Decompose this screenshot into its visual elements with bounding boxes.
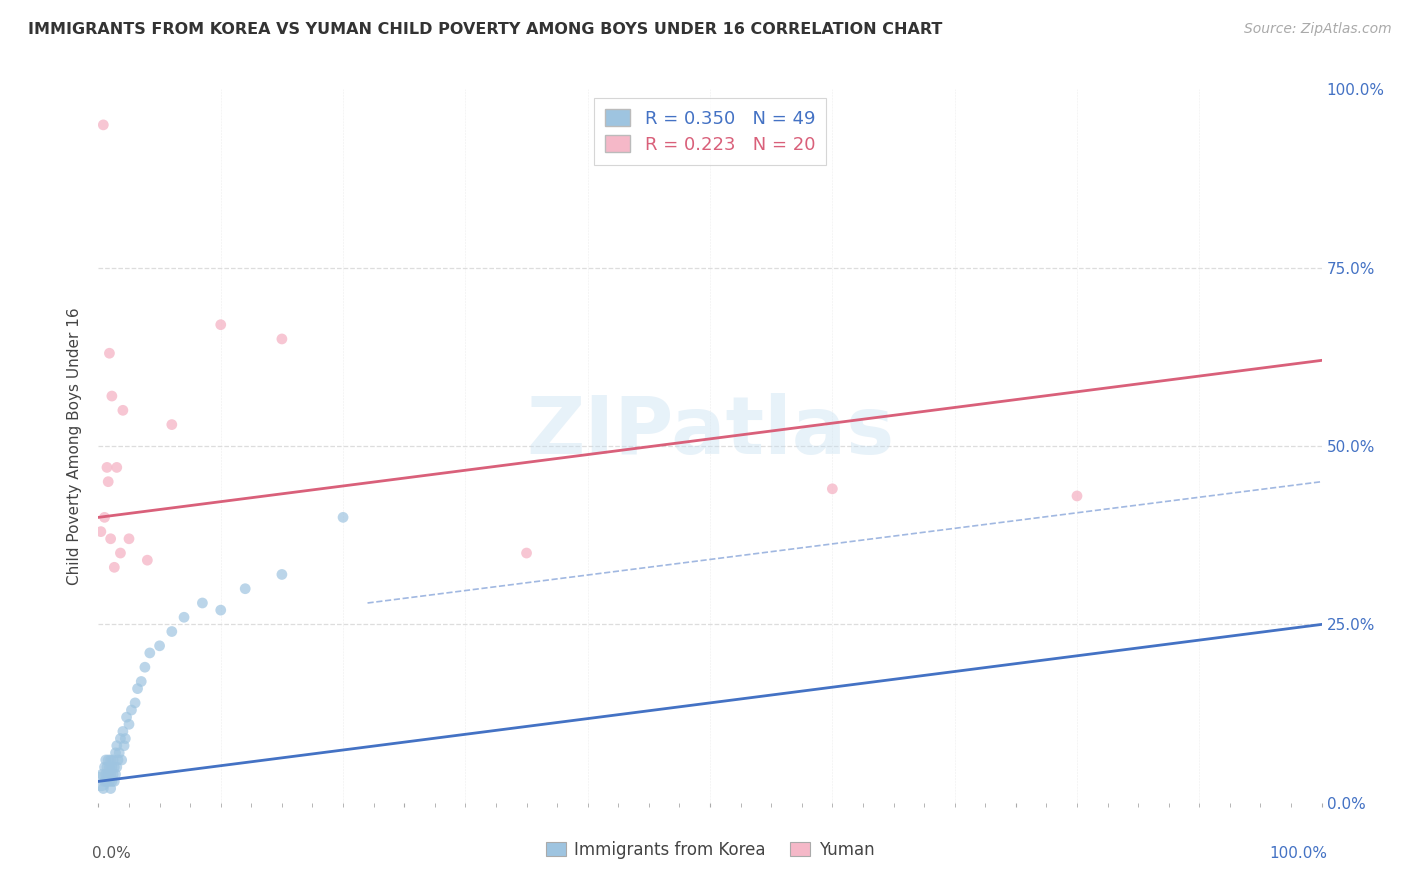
Point bbox=[1066, 489, 1088, 503]
Point bbox=[111, 403, 134, 417]
Point bbox=[332, 510, 354, 524]
Point bbox=[103, 760, 125, 774]
Point bbox=[105, 760, 128, 774]
Point bbox=[209, 318, 232, 332]
Point bbox=[139, 646, 162, 660]
Point bbox=[110, 546, 132, 560]
Point bbox=[191, 596, 214, 610]
Point bbox=[97, 475, 120, 489]
Point bbox=[118, 717, 141, 731]
Point bbox=[101, 774, 124, 789]
Point bbox=[96, 760, 118, 774]
Point bbox=[97, 753, 120, 767]
Text: 0.0%: 0.0% bbox=[93, 846, 131, 861]
Point bbox=[94, 753, 117, 767]
Point bbox=[118, 532, 141, 546]
Point bbox=[93, 774, 115, 789]
Point bbox=[101, 389, 124, 403]
Point bbox=[100, 767, 122, 781]
Point bbox=[270, 332, 294, 346]
Point bbox=[111, 724, 134, 739]
Point bbox=[91, 781, 114, 796]
Point bbox=[124, 696, 146, 710]
Point bbox=[120, 703, 142, 717]
Point bbox=[105, 460, 128, 475]
Point bbox=[97, 767, 120, 781]
Point bbox=[93, 510, 115, 524]
Point bbox=[108, 746, 131, 760]
Y-axis label: Child Poverty Among Boys Under 16: Child Poverty Among Boys Under 16 bbox=[67, 307, 83, 585]
Point bbox=[100, 753, 122, 767]
Text: IMMIGRANTS FROM KOREA VS YUMAN CHILD POVERTY AMONG BOYS UNDER 16 CORRELATION CHA: IMMIGRANTS FROM KOREA VS YUMAN CHILD POV… bbox=[28, 22, 942, 37]
Point bbox=[94, 767, 117, 781]
Text: 100.0%: 100.0% bbox=[1270, 846, 1327, 861]
Point bbox=[105, 739, 128, 753]
Point bbox=[115, 710, 138, 724]
Point bbox=[107, 753, 129, 767]
Point bbox=[270, 567, 294, 582]
Point bbox=[90, 774, 112, 789]
Point bbox=[96, 460, 118, 475]
Point bbox=[149, 639, 172, 653]
Point bbox=[160, 417, 183, 432]
Point bbox=[98, 760, 121, 774]
Point bbox=[101, 767, 124, 781]
Point bbox=[101, 753, 124, 767]
Point bbox=[821, 482, 844, 496]
Point bbox=[90, 524, 112, 539]
Point bbox=[98, 346, 121, 360]
Point bbox=[103, 774, 125, 789]
Point bbox=[112, 739, 135, 753]
Point bbox=[173, 610, 195, 624]
Point bbox=[110, 731, 132, 746]
Point bbox=[233, 582, 256, 596]
Point bbox=[129, 674, 152, 689]
Point bbox=[114, 731, 136, 746]
Point bbox=[93, 760, 115, 774]
Point bbox=[104, 767, 127, 781]
Point bbox=[160, 624, 183, 639]
Point bbox=[100, 781, 122, 796]
Point bbox=[91, 767, 114, 781]
Text: ZIPatlas: ZIPatlas bbox=[526, 392, 894, 471]
Point bbox=[515, 546, 537, 560]
Point bbox=[104, 746, 127, 760]
Text: Source: ZipAtlas.com: Source: ZipAtlas.com bbox=[1244, 22, 1392, 37]
Point bbox=[134, 660, 156, 674]
Point bbox=[91, 118, 114, 132]
Point bbox=[127, 681, 149, 696]
Point bbox=[136, 553, 159, 567]
Point bbox=[98, 774, 121, 789]
Point bbox=[100, 532, 122, 546]
Point bbox=[96, 774, 118, 789]
Point bbox=[209, 603, 232, 617]
Point bbox=[111, 753, 134, 767]
Point bbox=[103, 560, 125, 574]
Legend: Immigrants from Korea, Yuman: Immigrants from Korea, Yuman bbox=[538, 835, 882, 866]
Point bbox=[101, 760, 124, 774]
